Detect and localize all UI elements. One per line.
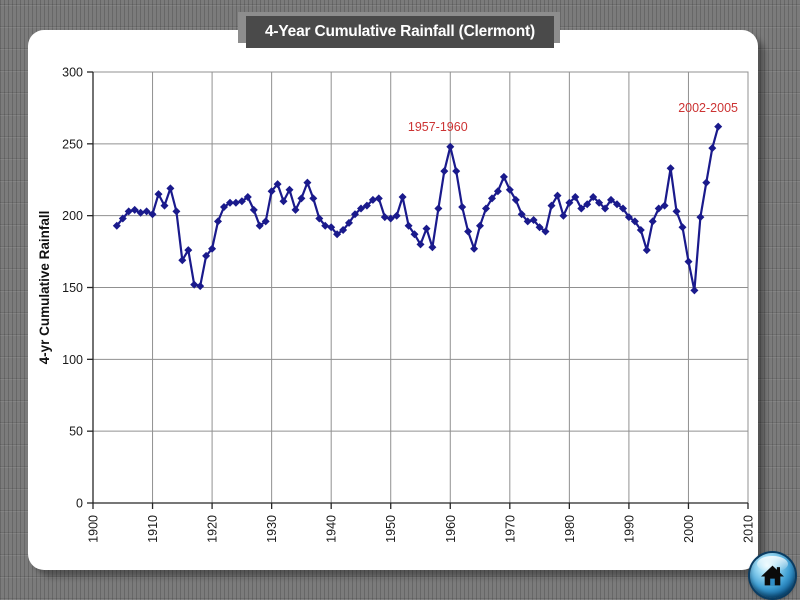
- axes: [87, 71, 749, 509]
- svg-text:1957-1960: 1957-1960: [408, 120, 468, 134]
- home-button[interactable]: [750, 553, 795, 598]
- tick-labels: 0 50 100 150 200 250 300 1900 1910 1920 1930 1940 19…: [62, 66, 755, 543]
- svg-text:50: 50: [69, 425, 83, 439]
- svg-text:100: 100: [62, 353, 83, 367]
- svg-text:300: 300: [62, 66, 83, 80]
- title-bar: 4-Year Cumulative Rainfall (Clermont): [246, 16, 554, 48]
- slide-card: 0 50 100 150 200 250 300 1900 1910 1920 1930 1940 19…: [28, 30, 758, 570]
- svg-text:1910: 1910: [146, 515, 160, 543]
- page-title: 4-Year Cumulative Rainfall (Clermont): [265, 23, 535, 40]
- svg-text:200: 200: [62, 209, 83, 223]
- svg-text:0: 0: [76, 497, 83, 511]
- svg-text:2010: 2010: [742, 515, 756, 543]
- svg-text:1900: 1900: [87, 515, 101, 543]
- annotations: 1957-1960 2002-2005: [408, 101, 738, 134]
- svg-text:1950: 1950: [384, 515, 398, 543]
- home-door: [770, 578, 775, 586]
- svg-text:1980: 1980: [563, 515, 577, 543]
- svg-text:2002-2005: 2002-2005: [678, 101, 738, 115]
- svg-text:1940: 1940: [325, 515, 339, 543]
- svg-text:1920: 1920: [206, 515, 220, 543]
- svg-text:250: 250: [62, 137, 83, 151]
- home-icon: [761, 565, 784, 586]
- svg-text:2000: 2000: [682, 515, 696, 543]
- rainfall-chart: 0 50 100 150 200 250 300 1900 1910 1920 1930 1940 19…: [37, 66, 756, 543]
- svg-text:1930: 1930: [265, 515, 279, 543]
- svg-text:1960: 1960: [444, 515, 458, 543]
- svg-text:150: 150: [62, 281, 83, 295]
- svg-text:1970: 1970: [503, 515, 517, 543]
- svg-text:1990: 1990: [622, 515, 636, 543]
- y-axis-title: 4-yr Cumulative Rainfall: [37, 211, 52, 365]
